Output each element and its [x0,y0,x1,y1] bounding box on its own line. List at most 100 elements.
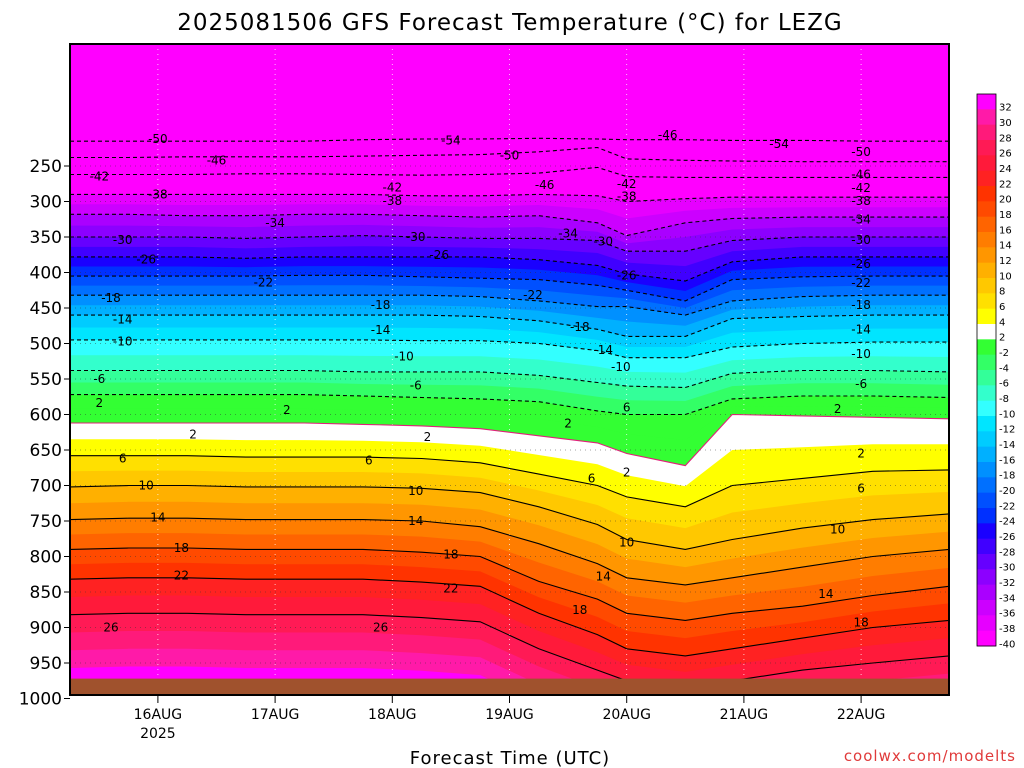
y-tick-label: 250 [30,157,62,177]
colorbar-tick-label: -22 [999,501,1015,512]
colorbar-tick-label: 10 [999,271,1012,282]
contour-label: -14 [593,343,613,357]
contour-label: 6 [857,481,865,495]
colorbar-tick-label: 20 [999,195,1012,206]
contour-label: 10 [830,523,845,537]
contour-label: -42 [382,180,402,194]
colorbar-swatch [977,201,996,218]
colorbar-swatch [977,155,996,172]
colorbar-tick-label: -36 [999,609,1015,620]
y-tick-label: 300 [30,193,62,213]
isotherm--26 [70,256,949,282]
colorbar-tick-label: 28 [999,133,1012,144]
colorbar-tick-label: -28 [999,547,1015,558]
contour-label: -42 [89,170,109,184]
contour-label: -30 [113,233,133,247]
colorbar-tick-label: -38 [999,624,1015,635]
colorbar-swatch [977,247,996,264]
x-axis-label: Forecast Time (UTC) [410,748,610,768]
y-tick-label: 500 [30,335,62,355]
contour-label: -34 [558,226,578,240]
contour-label: -46 [207,153,227,167]
colorbar-tick-label: -2 [999,348,1009,359]
colorbar-tick-label: -4 [999,363,1009,374]
colorbar-tick-label: -14 [999,440,1015,451]
colorbar-swatch [977,262,996,279]
contour-label: 22 [443,581,458,595]
x-tick-label: 19AUG [485,707,534,723]
colorbar-swatch [977,538,996,555]
contour-label: 6 [365,454,373,468]
colorbar-swatch [977,554,996,570]
isotherm-22 [70,577,949,657]
contour-label: -38 [148,187,168,201]
colorbar-swatch [977,462,996,478]
contour-label: -10 [113,334,133,348]
contour-label: 2 [623,466,631,480]
colorbar-swatch [977,170,996,187]
y-tick-label: 800 [30,548,62,568]
colorbar-swatch [977,354,996,371]
colorbar-tick-label: -12 [999,425,1015,436]
isotherm--30 [70,235,949,252]
contour-label: -10 [394,349,414,363]
colorbar-tick-label: 22 [999,179,1012,190]
contour-label: -18 [851,298,871,312]
y-axis: 250 300 350 400 450 500 550 600 650 700 750 800 850 9… [19,157,70,710]
contour-label: -22 [851,276,871,290]
contour-label: 14 [818,587,833,601]
colorbar-swatch [977,216,996,233]
y-tick-label: 900 [30,619,62,639]
colorbar-swatch [977,324,996,340]
contour-label: -18 [371,298,391,312]
contour-label: -42 [617,177,637,191]
colorbar-tick-label: 8 [999,287,1005,298]
y-tick-label: 550 [30,370,62,390]
contour-label: -6 [855,377,867,391]
colorbar-swatch [977,232,996,248]
contour-label: -22 [254,275,274,289]
contour-label: 18 [443,547,458,561]
colorbar-swatch [977,308,996,325]
contour-label: -14 [851,322,871,336]
colorbar-swatch [977,385,996,402]
contour-label: 2 [283,403,291,417]
colorbar-swatch [977,492,996,509]
credit-text: coolwx.com/modelts [844,747,1016,765]
y-tick-label: 850 [30,583,62,603]
contour-label: -54 [769,137,789,151]
contour-label: 2 [834,402,842,416]
colorbar-swatch [977,109,996,126]
contour-label: -26 [851,257,871,271]
contour-label: 6 [588,471,596,485]
colorbar-tick-label: -10 [999,409,1015,420]
contour-label: 22 [174,569,189,583]
contour-label: 10 [619,535,634,549]
isotherm--18 [70,294,949,316]
colorbar-swatch [977,124,996,141]
contour-label: 18 [853,616,868,630]
colorbar-tick-label: 4 [999,317,1005,328]
colorbar-tick-label: -34 [999,593,1015,604]
contour-label: 2 [95,396,103,410]
isotherm-2 [70,413,949,467]
contour-label: -34 [265,216,285,230]
colorbar-tick-label: -16 [999,455,1015,466]
colorbar-tick-label: 16 [999,225,1012,236]
contour-label: 2 [424,430,432,444]
contour-label: 14 [150,510,165,524]
y-tick-label: 950 [30,654,62,674]
contour-label: 26 [103,621,118,635]
colorbar-tick-label: -32 [999,578,1015,589]
isotherm--22 [70,274,949,302]
isotherm--14 [70,314,949,337]
colorbar: 32 30 28 26 24 22 20 18 16 14 12 10 8 6 4 2 -2 -4 -6 -8 -10 -… [976,93,1015,650]
colorbar-swatch [977,446,996,463]
y-tick-label: 1000 [19,690,62,710]
colorbar-swatch [977,186,996,202]
contour-label: -18 [570,320,590,334]
colorbar-tick-label: 30 [999,118,1012,129]
colorbar-swatch [977,293,996,310]
contour-label: -42 [851,181,871,195]
